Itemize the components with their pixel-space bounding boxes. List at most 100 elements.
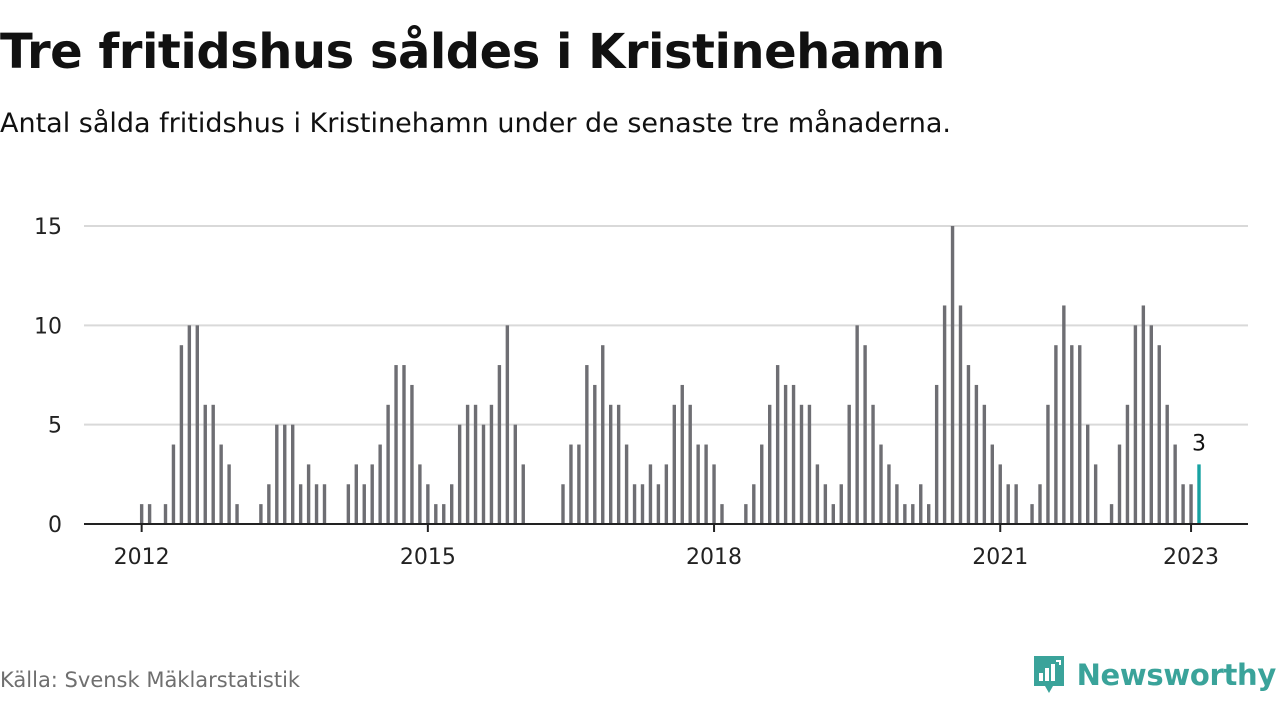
x-tick-label-2018: 2018 <box>686 545 742 570</box>
bar <box>195 325 199 524</box>
bar <box>1165 404 1169 524</box>
bar <box>752 484 756 524</box>
bar <box>696 444 700 524</box>
y-tick-label-0: 0 <box>48 513 62 538</box>
bar <box>688 404 692 524</box>
bar <box>561 484 565 524</box>
bar <box>879 444 883 524</box>
chart-subtitle: Antal sålda fritidshus i Kristinehamn un… <box>0 108 951 139</box>
bar <box>1141 305 1146 524</box>
bar <box>147 504 152 524</box>
bar <box>799 404 804 524</box>
bars <box>139 226 1201 524</box>
bar-latest <box>1197 464 1201 524</box>
bar <box>815 464 820 524</box>
bar <box>783 384 788 524</box>
bar <box>1006 484 1010 524</box>
bar <box>616 404 621 524</box>
bar <box>911 504 915 524</box>
bar <box>1149 325 1153 524</box>
brand-name: Newsworthy <box>1076 658 1277 692</box>
bar <box>179 345 184 524</box>
bar <box>426 484 430 524</box>
bar <box>489 404 494 524</box>
bar <box>298 484 303 524</box>
bar <box>378 444 382 524</box>
bar <box>1109 504 1114 524</box>
bar <box>958 305 963 524</box>
bar <box>211 404 215 524</box>
bar <box>434 504 438 524</box>
last-value-label: 3 <box>1192 431 1206 456</box>
bar <box>839 484 843 524</box>
bar <box>1117 444 1122 524</box>
bar <box>1078 345 1082 524</box>
bar <box>632 484 637 524</box>
bar <box>481 424 486 524</box>
newsworthy-logo-icon <box>1033 656 1064 693</box>
bar <box>394 365 398 524</box>
bar <box>927 504 931 524</box>
x-tick-label-2015: 2015 <box>400 545 456 570</box>
bar <box>775 365 780 524</box>
bar <box>998 464 1002 524</box>
bar <box>1157 345 1161 524</box>
bar <box>871 404 875 524</box>
bar <box>1046 404 1050 524</box>
bar <box>513 424 517 524</box>
bar <box>1062 305 1066 524</box>
bar <box>1181 484 1185 524</box>
bar <box>259 504 263 524</box>
bar <box>640 484 645 524</box>
bar <box>895 484 899 524</box>
bar <box>386 404 390 524</box>
bar <box>521 464 525 524</box>
bar <box>601 345 605 524</box>
bar <box>275 424 279 524</box>
chart-title: Tre fritidshus såldes i Kristinehamn <box>0 24 945 80</box>
bar <box>306 464 311 524</box>
bar <box>219 444 223 524</box>
bar <box>823 484 828 524</box>
bar <box>362 484 366 524</box>
bar <box>966 365 971 524</box>
y-axis: 0 5 10 15 <box>34 215 62 538</box>
bar <box>609 404 613 524</box>
bar <box>950 226 955 524</box>
bar <box>593 384 597 524</box>
bar <box>291 424 295 524</box>
bar <box>990 444 994 524</box>
bar <box>322 484 327 524</box>
bar <box>442 504 446 524</box>
bar <box>577 444 581 524</box>
bar <box>847 404 851 524</box>
bar <box>457 424 462 524</box>
bar <box>283 424 287 524</box>
bar <box>855 325 859 524</box>
bar <box>1038 484 1042 524</box>
bar <box>314 484 319 524</box>
bar <box>903 504 907 524</box>
bar-chart: 0 5 10 15 2012 2015 2018 2021 2023 3 <box>34 215 1248 570</box>
bar <box>346 484 351 524</box>
bar <box>712 464 716 524</box>
bar <box>585 365 589 524</box>
bar <box>203 404 207 524</box>
bar <box>450 484 454 524</box>
bar <box>354 464 358 524</box>
x-tick-label-2012: 2012 <box>114 545 170 570</box>
bar <box>831 504 835 524</box>
bar <box>267 484 271 524</box>
x-tick-label-2021: 2021 <box>972 545 1028 570</box>
bar <box>624 444 629 524</box>
bar <box>370 464 374 524</box>
bar <box>760 444 764 524</box>
bar <box>1070 345 1074 524</box>
bar <box>680 384 684 524</box>
bar <box>1125 404 1130 524</box>
bar <box>1093 464 1098 524</box>
bar <box>942 305 947 524</box>
bar <box>863 345 867 524</box>
bar <box>744 504 748 524</box>
bar <box>569 444 573 524</box>
